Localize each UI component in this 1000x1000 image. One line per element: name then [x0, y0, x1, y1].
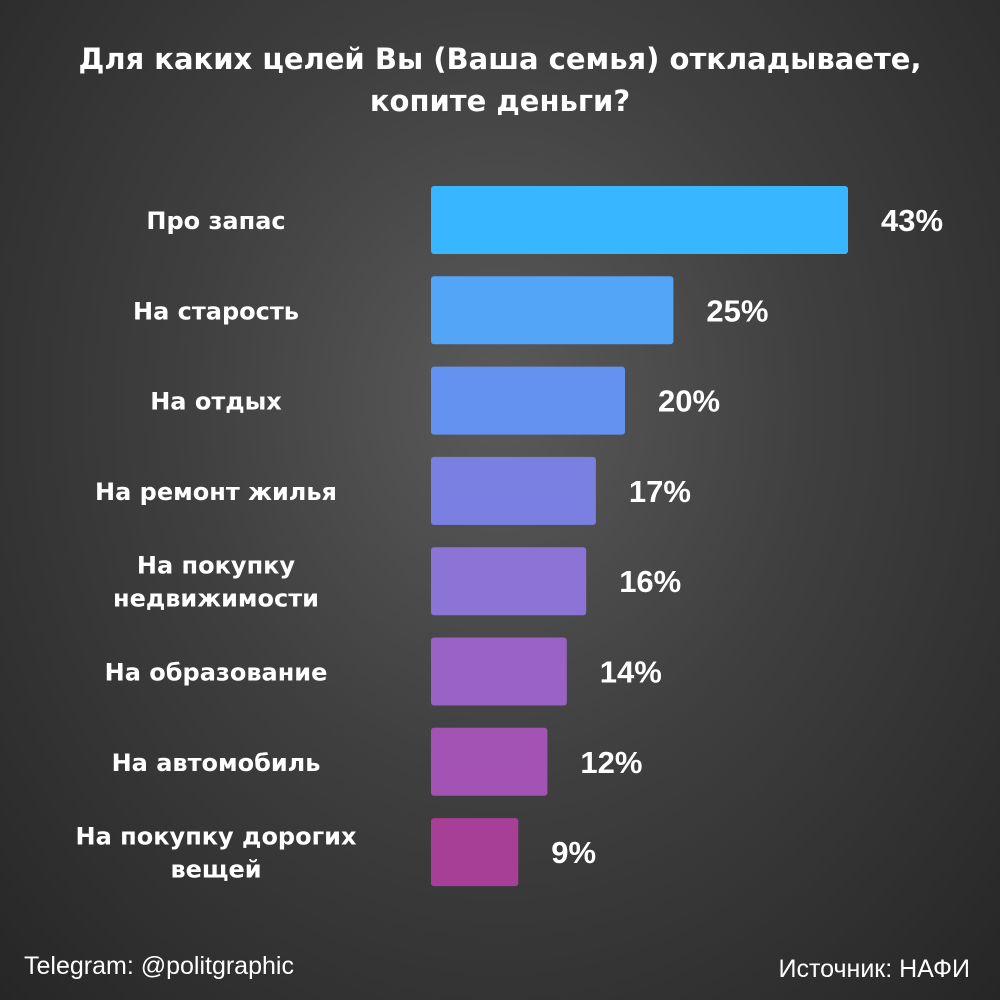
footer-telegram: Telegram: @politgraphic [24, 952, 294, 980]
bar-1 [431, 186, 848, 254]
bar-6 [431, 637, 567, 706]
category-label-line: Про запас [146, 207, 285, 235]
category-label-7: На автомобиль [112, 749, 321, 777]
category-label-1: Про запас [146, 207, 285, 235]
bar-2 [431, 276, 674, 345]
footer-source: Источник: НАФИ [778, 955, 971, 983]
value-label-8: 9% [551, 835, 596, 870]
category-label-line: На ремонт жилья [95, 478, 337, 506]
bar-3 [431, 366, 625, 435]
value-label-6: 14% [600, 655, 662, 690]
value-label-7: 12% [580, 745, 642, 780]
category-label-4: На ремонт жилья [95, 478, 337, 506]
value-label-4: 17% [629, 474, 691, 509]
chart-title-line-2: копите деньги? [369, 84, 631, 118]
value-label-2: 25% [706, 293, 768, 328]
category-label-5: На покупку недвижимости [113, 552, 319, 613]
category-label-line: недвижимости [113, 585, 319, 613]
value-label-1: 43% [881, 203, 943, 238]
category-label-line: На покупку дорогих [76, 823, 357, 851]
bar-5 [431, 547, 587, 616]
category-label-line: На образование [105, 659, 328, 687]
bar-8 [431, 818, 519, 887]
category-label-line: вещей [170, 856, 261, 884]
value-label-5: 16% [619, 564, 681, 599]
bar-7 [431, 727, 548, 796]
value-label-3: 20% [658, 384, 720, 419]
category-label-line: На отдых [150, 388, 282, 416]
chart-title-line-1: Для каких целей Вы (Ваша семья) откладыв… [78, 42, 922, 76]
category-label-line: На покупку [137, 552, 296, 580]
category-label-line: На старость [133, 297, 299, 325]
category-label-line: На автомобиль [112, 749, 321, 777]
bar-4 [431, 456, 596, 525]
chart-title: Для каких целей Вы (Ваша семья) откладыв… [0, 38, 1000, 122]
category-label-3: На отдых [150, 388, 282, 416]
category-label-8: На покупку дорогих вещей [76, 823, 357, 884]
category-label-6: На образование [105, 659, 328, 687]
category-label-2: На старость [133, 297, 299, 325]
